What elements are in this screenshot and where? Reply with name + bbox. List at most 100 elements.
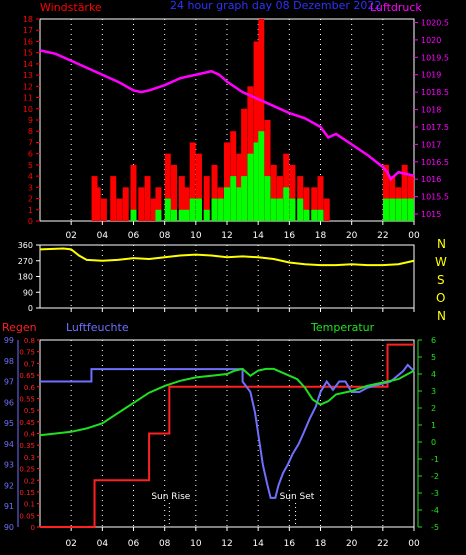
wind-y-tick-label: 6 [28,150,33,159]
wind-y-tick-label: 9 [28,116,33,125]
humidity-y-tick-label: 94 [4,440,14,449]
wind-avg-bar [130,209,137,221]
wind-gust-bar [247,86,254,221]
humidity-y-tick-label: 95 [4,419,14,428]
direction-letter-s: S [437,273,445,287]
chart-layer: 02 04 06 08 10 12 14 16 18 20 22 000123456789101112… [4,15,449,549]
pressure-y-tick-label: 1019.5 [421,53,449,62]
pressure-y-tick-label: 1018 [421,106,441,115]
rain-y-tick-label: 0.45 [19,419,35,427]
wind-gust-bar [323,198,330,221]
humidity-y-tick-label: 98 [4,357,14,366]
pressure-y-tick-label: 1018.5 [421,88,449,97]
wind-gust-bar [382,164,389,221]
pressure-y-tick-label: 1017.5 [421,123,449,132]
top-x-tick-label: 08 [159,231,171,241]
wind-gust-bar [189,142,196,221]
wind-gust-bar [110,176,117,221]
bottom-x-tick-label: 18 [315,539,327,549]
direction-y-tick-label: 0 [28,304,33,313]
wind-gust-bar [171,164,178,221]
pressure-y-tick-label: 1015 [421,210,441,219]
temperature-y-tick-label: -2 [431,472,439,481]
wind-y-tick-label: 17 [23,26,33,35]
wind-gust-bar [122,187,129,221]
wind-y-tick-label: 4 [28,172,33,181]
top-x-tick-label: 00 [408,231,420,241]
rain-y-tick-label: 0.05 [19,512,35,520]
rain-y-tick-label: 0 [31,524,35,532]
wind-gust-bar [183,187,190,221]
wind-gust-bar [264,120,271,221]
humidity-axis-title: Luftfeuchte [66,321,129,334]
wind-avg-bar [401,198,408,221]
bottom-x-tick-label: 04 [97,539,109,549]
top-x-tick-label: 04 [97,231,109,241]
rain-y-tick-label: 0.5 [24,407,35,415]
pressure-y-tick-label: 1016.5 [421,158,449,167]
wind-avg-bar [283,187,290,221]
wind-y-tick-label: 10 [23,105,33,114]
bottom-x-tick-label: 16 [284,539,296,549]
wind-avg-bar [297,198,304,221]
direction-line [39,247,415,267]
wind-y-tick-label: 3 [28,183,33,192]
wind-y-tick-label: 15 [23,49,33,58]
temperature-y-tick-label: -3 [431,489,439,498]
wind-gust-bar [150,198,157,221]
wind-gust-bar [144,176,151,221]
pressure-y-tick-label: 1020.5 [421,18,449,27]
wind-gust-bar [303,187,310,221]
wind-avg-bar [253,142,260,221]
direction-y-tick-label: 360 [18,241,33,250]
temperature-y-tick-label: 0 [431,438,436,447]
temperature-y-tick-label: 4 [431,370,436,379]
wind-gust-bar [203,176,210,221]
wind-gust-bar [178,176,185,221]
temperature-line [39,367,415,437]
rain-y-tick-label: 0.4 [24,431,36,439]
wind-avg-bar [241,176,248,221]
temperature-y-tick-label: -4 [431,506,439,515]
temperature-y-tick-label: 5 [431,353,436,362]
chart-title: 24 hour graph day 08 Dezember 2022 [170,0,381,12]
wind-avg-bar [195,198,202,221]
pressure-y-tick-label: 1017 [421,140,441,149]
wind-avg-bar [236,187,243,221]
wind-avg-bar [164,198,171,221]
rain-y-tick-label: 0.8 [24,337,35,345]
bottom-x-tick-label: 08 [159,539,171,549]
wind-gust-bar [258,19,265,221]
top-x-tick-label: 02 [65,231,76,241]
pressure-y-tick-label: 1019 [421,71,441,80]
direction-y-tick-label: 90 [23,288,33,297]
wind-gust-bar [253,41,260,221]
bottom-x-tick-label: 12 [221,539,232,549]
rain-y-tick-label: 0.55 [19,395,35,403]
wind-gust-bar [130,164,137,221]
humidity-y-tick-label: 97 [4,378,14,387]
wind-gust-bar [224,142,230,221]
pressure-y-tick-label: 1015.5 [421,193,449,202]
direction-plot-frame [39,244,415,309]
rain-y-tick-label: 0.6 [24,384,36,392]
wind-avg-bar [217,198,224,221]
rain-y-tick-label: 0.15 [19,489,35,497]
wind-y-tick-label: 16 [23,37,33,46]
rain-y-tick-label: 0.35 [19,442,35,450]
humidity-line [40,363,415,499]
rain-y-tick-label: 0.2 [24,477,35,485]
top-x-tick-label: 12 [221,231,232,241]
wind-avg-bar [224,187,230,221]
wind-avg-bar [289,198,296,221]
wind-avg-bar [303,209,310,221]
wind-y-tick-label: 7 [28,138,33,147]
pressure-axis-title: Luftdruck [370,1,422,14]
wind-gust-bar [138,187,145,221]
wind-gust-bar [100,198,107,221]
rain-y-tick-label: 0.1 [24,501,35,509]
wind-gust-bar [289,164,296,221]
rain-y-tick-label: 0.7 [24,360,35,368]
top-x-tick-label: 20 [346,231,358,241]
